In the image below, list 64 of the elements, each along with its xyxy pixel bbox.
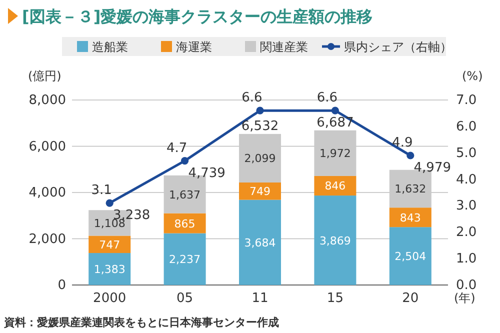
y2-tick-label: 5.0 [456,146,477,161]
total-label: 4,979 [414,160,452,176]
total-label: 4,739 [188,166,226,181]
data-label: 4.9 [392,136,413,150]
chart-title: [図表－３]愛媛の海事クラスターの生産額の推移 [22,7,373,26]
data-label: 2,504 [394,250,426,264]
data-label: 1,383 [94,263,126,276]
y2-axis-title: (%) [462,69,483,83]
legend-label: 県内シェア（右軸） [344,40,452,54]
bar [164,233,206,285]
total-label: 6,687 [316,115,354,130]
data-label: 1,637 [169,188,201,202]
data-label: 4.7 [166,140,188,156]
x-tick-label: 15 [326,291,344,306]
bar [239,134,281,182]
data-label: 3.1 [91,183,112,198]
x-tick-label: 20 [402,291,419,306]
total-label: 6,532 [241,118,279,134]
y2-tick-label: 3.0 [456,198,477,214]
y2-tick-label: 6.0 [456,119,477,134]
point [106,199,114,207]
y2-tick-label: 1.0 [456,252,477,267]
bar [314,196,356,285]
data-label: 843 [400,211,421,224]
data-label: 2,237 [169,253,201,266]
legend-label: 海運業 [176,40,212,54]
x-tick-label: 2000 [93,291,126,306]
data-label: 1,972 [319,147,351,160]
data-label: 2,099 [244,152,276,166]
bar [88,253,131,285]
text: 資料：愛媛県産業連関表をもとに日本海事センター作成 [3,316,279,329]
x-tick-label: 05 [176,291,194,306]
y2-tick-label: 7.0 [456,93,477,108]
bar [239,182,281,200]
bar [88,236,131,254]
y-tick-label: 8,000 [28,93,66,108]
data-label: 6.6 [316,90,338,106]
legend-label: 関連産業 [260,40,308,54]
point [181,156,189,165]
data-label: 865 [174,217,196,230]
y2-tick-label: 0.0 [456,278,477,293]
bar [314,130,356,176]
y-axis-title: (億円) [28,69,62,83]
y2-tick-label: 4.0 [456,172,477,188]
legend-label: 造船業 [92,40,128,54]
data-label: 749 [250,185,270,198]
y-tick-label: 4,000 [28,186,66,200]
x-tick-label: 11 [252,291,268,306]
data-label: 3,684 [244,236,276,250]
data-label: 3,869 [319,234,351,248]
data-label: 6.6 [242,90,262,106]
point [331,106,339,114]
y-tick-label: 6,000 [28,139,66,154]
point [406,152,414,160]
x-axis-title: (年) [454,291,476,305]
data-label: 747 [99,238,120,252]
y2-tick-label: 2.0 [456,225,477,240]
y-tick-label: 0 [58,278,66,293]
bar [239,200,281,285]
data-label: 846 [324,180,346,193]
data-label: 1,632 [394,182,426,196]
y-tick-label: 2,000 [28,232,66,247]
bar [389,227,432,285]
point [256,106,264,114]
